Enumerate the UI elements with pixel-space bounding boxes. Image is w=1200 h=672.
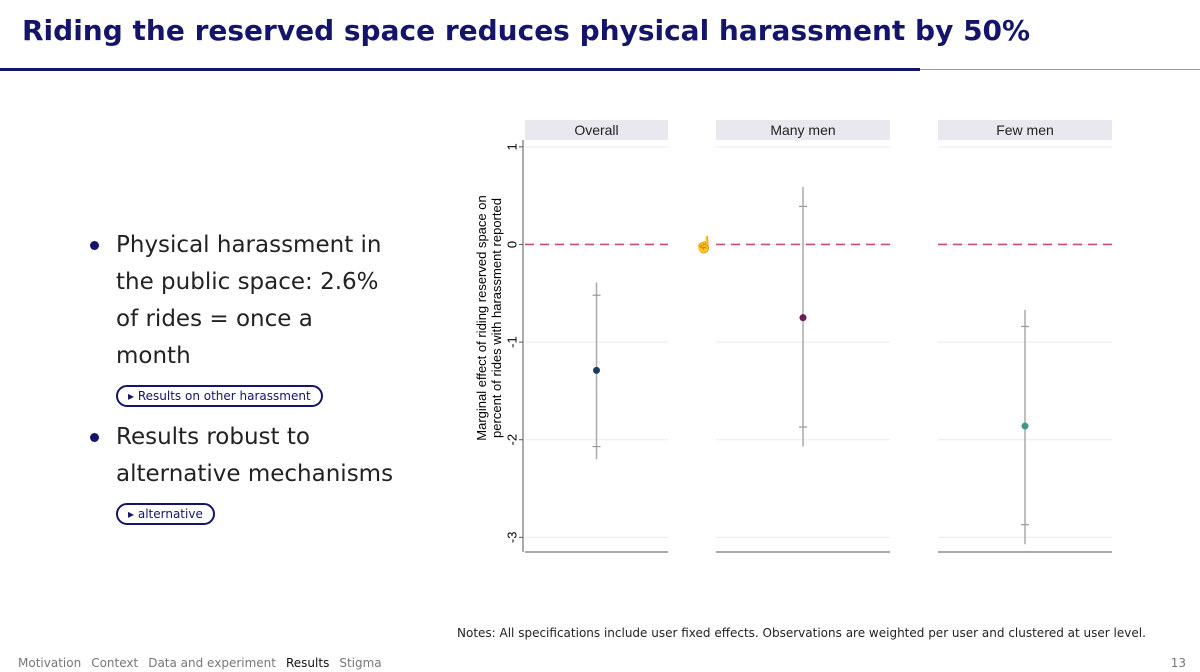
y-axis-label: Marginal effect of riding reserved space… <box>474 195 489 440</box>
bullet-line: the public space: 2.6% <box>116 269 379 295</box>
page-number: 13 <box>1170 656 1186 670</box>
button-label: Results on other harassment <box>137 389 311 403</box>
link-button[interactable]: ▸ alternative <box>116 503 215 525</box>
cursor-icon: ☝ <box>694 235 714 254</box>
nav-item[interactable]: Results <box>285 656 330 670</box>
bullet-line: Physical harassment in <box>116 232 382 258</box>
bullet-line: of rides = once a <box>116 306 313 332</box>
bullet: Physical harassment in the public space: … <box>90 227 382 412</box>
bullet-dot <box>90 241 99 250</box>
panel-strip <box>525 120 668 140</box>
point-estimate <box>1021 422 1029 430</box>
title-rule <box>920 69 1200 70</box>
slide-title: Riding the reserved space reduces physic… <box>22 14 1031 47</box>
notes: Notes: All specifications include user f… <box>457 626 1146 640</box>
link-button[interactable]: ▸ Results on other harassment <box>116 385 323 407</box>
chart: 1 0 -1 -2 -3 Marginal effect of riding reserv… <box>474 120 1112 553</box>
y-tick-label: 0 <box>504 241 519 248</box>
nav-item[interactable]: Motivation <box>18 656 82 670</box>
y-tick-label: 1 <box>504 143 519 150</box>
y-tick-label: -2 <box>504 434 519 446</box>
nav-item[interactable]: Context <box>91 656 139 670</box>
bullet: Results robust to alternative mechanisms ▸… <box>90 419 393 530</box>
y-axis-label: percent of rides with harassment reporte… <box>489 198 504 438</box>
panel-title: Overall <box>574 122 618 138</box>
bullet-line: alternative mechanisms <box>116 461 394 487</box>
navigation: Motivation Context Data and experiment Resu… <box>18 656 392 670</box>
nav-item[interactable]: Stigma <box>339 656 382 670</box>
y-tick-label: -1 <box>504 336 519 348</box>
button-icon: ▸ <box>128 507 138 521</box>
y-tick-label: -3 <box>504 532 519 544</box>
point-estimate <box>799 314 807 322</box>
bullet-line: month <box>116 343 191 369</box>
nav-item[interactable]: Data and experiment <box>148 656 276 670</box>
button-icon: ▸ <box>128 389 138 403</box>
title-rule <box>0 68 920 71</box>
panel-title: Few men <box>996 122 1054 138</box>
bullet-dot <box>90 433 99 442</box>
button-label: alternative <box>137 507 203 521</box>
point-estimate <box>593 366 600 374</box>
bullet-line: Results robust to <box>116 424 310 450</box>
panel-title: Many men <box>770 122 835 138</box>
panel-strip <box>716 120 890 140</box>
panel-strip <box>938 120 1112 140</box>
